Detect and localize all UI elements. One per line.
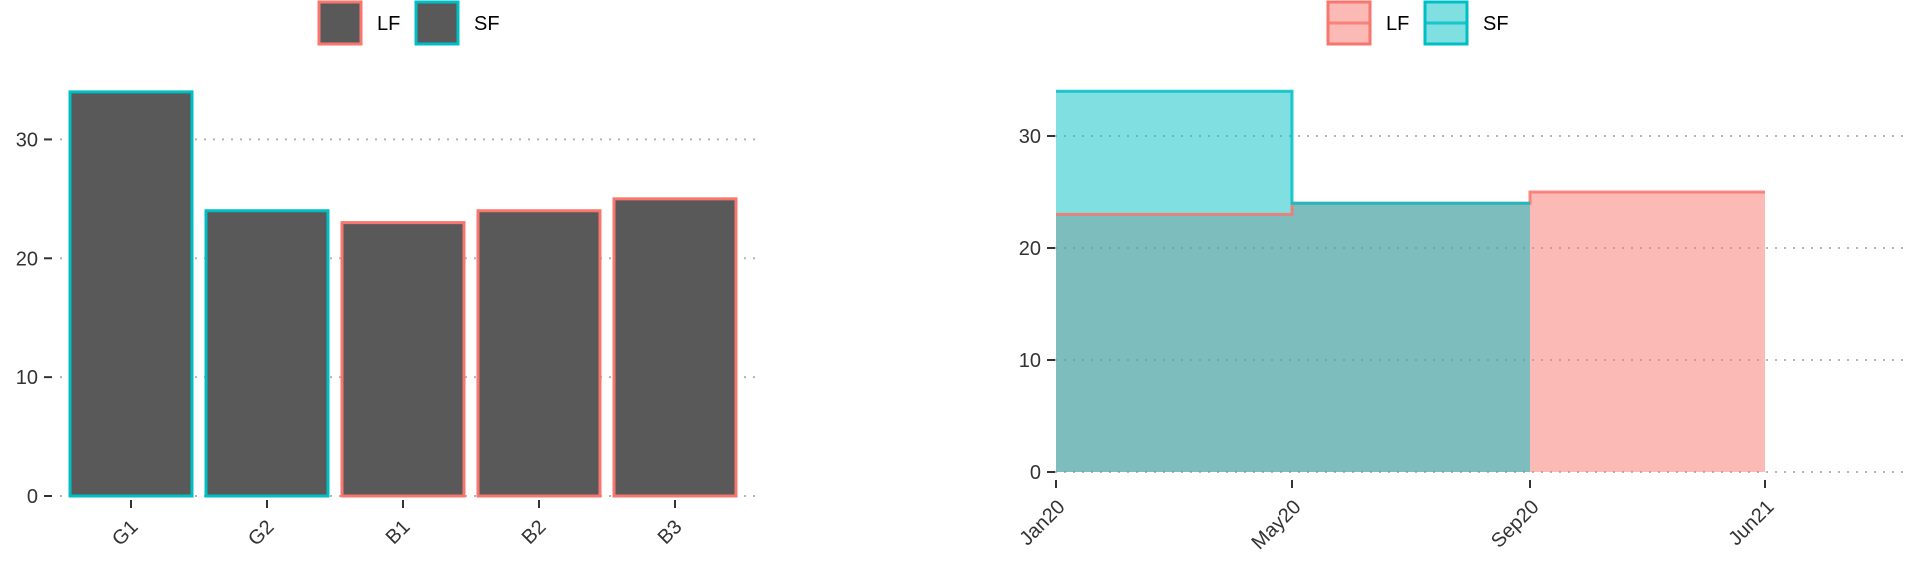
bar-b3 xyxy=(612,197,738,498)
x-tick-label: B1 xyxy=(382,516,415,549)
x-tick-label: G1 xyxy=(108,516,142,550)
x-tick-label: B3 xyxy=(654,516,687,549)
bar-g2 xyxy=(204,209,330,498)
x-tick-label: B2 xyxy=(518,516,551,549)
x-tick-label: Jan20 xyxy=(1015,496,1069,550)
step-area-chart: LF SF 0 10 20 30 Jan20 May20 Sep20 Jun21 xyxy=(1015,0,1908,554)
area-sf xyxy=(1056,91,1530,472)
legend-label-lf: LF xyxy=(1386,13,1409,35)
y-tick-label: 10 xyxy=(16,367,38,389)
bar-chart: LF SF 0 10 20 30 G1 G2 B1 B2 B3 xyxy=(16,0,760,550)
x-tick-label: May20 xyxy=(1248,496,1306,554)
y-tick-label: 10 xyxy=(1019,350,1041,372)
x-tick-label: G2 xyxy=(244,516,278,550)
legend-key-lf xyxy=(317,0,363,46)
legend-label-sf: SF xyxy=(1483,13,1509,35)
y-tick-label: 20 xyxy=(16,248,38,270)
y-tick-label: 20 xyxy=(1019,238,1041,260)
bar-b1 xyxy=(340,221,466,498)
x-tick-label: Sep20 xyxy=(1487,496,1543,552)
y-tick-label: 0 xyxy=(1030,462,1041,484)
bar-g1 xyxy=(68,90,194,498)
legend-key-sf xyxy=(414,0,460,46)
y-tick-label: 30 xyxy=(1019,126,1041,148)
y-tick-label: 30 xyxy=(16,129,38,151)
line-sf xyxy=(1056,89,1530,205)
y-tick-label: 0 xyxy=(27,486,38,508)
x-tick-label: Jun21 xyxy=(1724,496,1778,550)
bar-b2 xyxy=(476,209,602,498)
legend-label-sf: SF xyxy=(474,13,500,35)
legend-label-lf: LF xyxy=(377,13,400,35)
